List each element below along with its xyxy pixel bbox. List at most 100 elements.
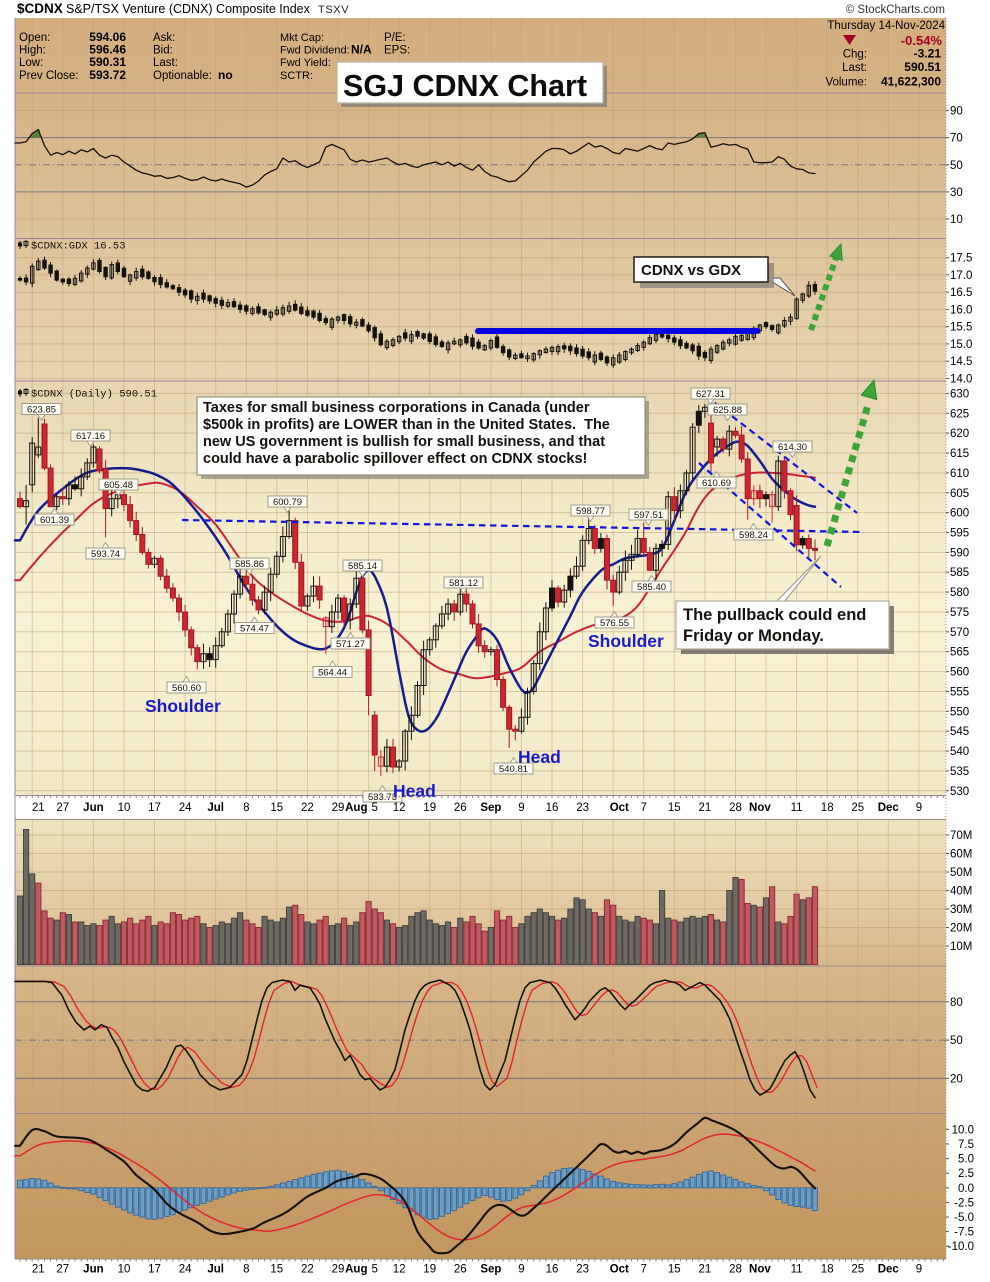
svg-text:570: 570: [950, 627, 969, 639]
svg-text:Jul: Jul: [207, 1264, 224, 1276]
svg-text:28: 28: [729, 802, 742, 814]
svg-text:0.0: 0.0: [958, 1183, 974, 1195]
svg-text:70: 70: [950, 133, 963, 145]
svg-text:627.31: 627.31: [696, 389, 725, 400]
svg-text:5: 5: [371, 802, 377, 814]
svg-text:-10.0: -10.0: [948, 1241, 974, 1253]
svg-text:29: 29: [332, 802, 345, 814]
svg-text:-7.5: -7.5: [954, 1227, 974, 1239]
svg-text:Last:: Last:: [153, 57, 178, 69]
svg-text:SGJ CDNX Chart: SGJ CDNX Chart: [343, 69, 587, 103]
svg-text:Prev Close:: Prev Close:: [19, 70, 78, 82]
svg-text:21: 21: [32, 1264, 45, 1276]
svg-text:625: 625: [950, 408, 969, 420]
svg-text:540.81: 540.81: [499, 764, 528, 775]
svg-text:Dec: Dec: [878, 802, 900, 814]
svg-text:585.86: 585.86: [235, 559, 264, 570]
svg-text:28: 28: [729, 1264, 742, 1276]
svg-text:Ask:: Ask:: [153, 32, 175, 44]
svg-text:545: 545: [950, 726, 969, 738]
svg-text:Nov: Nov: [749, 802, 771, 814]
svg-text:25: 25: [851, 1264, 864, 1276]
svg-text:555: 555: [950, 687, 969, 699]
svg-text:16: 16: [546, 1264, 559, 1276]
svg-text:Dec: Dec: [878, 1264, 900, 1276]
svg-text:11: 11: [791, 802, 803, 814]
svg-text:50: 50: [950, 1035, 963, 1047]
svg-text:593.72: 593.72: [89, 68, 126, 82]
svg-text:Chg:: Chg:: [843, 49, 867, 61]
svg-text:10: 10: [118, 802, 131, 814]
svg-text:15.5: 15.5: [950, 322, 972, 334]
svg-text:Oct: Oct: [610, 1264, 629, 1276]
svg-text:TSXV: TSXV: [318, 4, 349, 16]
svg-text:17.0: 17.0: [950, 270, 972, 282]
svg-text:17: 17: [148, 1264, 161, 1276]
svg-text:Fwd Yield:: Fwd Yield:: [280, 57, 331, 69]
svg-text:598.24: 598.24: [739, 530, 768, 541]
svg-text:50M: 50M: [950, 867, 972, 879]
svg-text:25: 25: [851, 802, 864, 814]
svg-text:26: 26: [454, 1264, 467, 1276]
svg-text:Head: Head: [518, 747, 561, 767]
svg-text:610.69: 610.69: [702, 478, 731, 489]
svg-text:615: 615: [950, 448, 969, 460]
svg-text:-3.21: -3.21: [914, 47, 942, 61]
svg-text:530: 530: [950, 786, 969, 798]
svg-text:Sep: Sep: [480, 802, 501, 814]
svg-text:14.5: 14.5: [950, 356, 972, 368]
svg-text:$500k in profits) are LOWER th: $500k in profits) are LOWER than in the …: [203, 417, 610, 433]
svg-text:617.16: 617.16: [76, 431, 105, 442]
svg-text:571.27: 571.27: [336, 639, 365, 650]
svg-text:90: 90: [950, 105, 963, 117]
svg-text:Thursday 14-Nov-2024: Thursday 14-Nov-2024: [827, 20, 945, 32]
svg-text:600: 600: [950, 508, 969, 520]
svg-text:19: 19: [423, 1264, 436, 1276]
svg-text:605: 605: [950, 488, 969, 500]
svg-text:26: 26: [454, 802, 467, 814]
svg-text:593.74: 593.74: [91, 549, 120, 560]
svg-text:585.14: 585.14: [348, 561, 377, 572]
svg-text:14.0: 14.0: [950, 373, 972, 385]
svg-text:21: 21: [699, 1264, 712, 1276]
svg-text:new US government is bullish f: new US government is bullish for small b…: [203, 434, 605, 450]
svg-text:533.73: 533.73: [368, 792, 397, 803]
svg-text:23: 23: [576, 802, 589, 814]
svg-text:10: 10: [950, 214, 963, 226]
svg-text:600.79: 600.79: [273, 497, 302, 508]
svg-text:Open:: Open:: [19, 32, 50, 44]
svg-text:Aug: Aug: [345, 802, 367, 814]
svg-text:576.55: 576.55: [600, 618, 629, 629]
svg-text:The pullback could end: The pullback could end: [683, 606, 866, 624]
svg-text:© StockCharts.com: © StockCharts.com: [846, 4, 945, 16]
svg-text:15: 15: [668, 1264, 681, 1276]
svg-text:598.77: 598.77: [576, 506, 605, 517]
svg-text:30: 30: [950, 187, 963, 199]
svg-text:9: 9: [518, 802, 524, 814]
svg-text:SCTR:: SCTR:: [280, 70, 313, 82]
svg-text:High:: High:: [19, 45, 46, 57]
svg-text:29: 29: [332, 1264, 345, 1276]
svg-text:EPS:: EPS:: [384, 45, 410, 57]
svg-text:12: 12: [393, 1264, 406, 1276]
svg-text:60M: 60M: [950, 849, 972, 861]
svg-text:$CDNX (Daily) 590.51: $CDNX (Daily) 590.51: [31, 389, 157, 401]
svg-text:70M: 70M: [950, 830, 972, 842]
svg-text:7.5: 7.5: [958, 1139, 974, 1151]
svg-text:11: 11: [791, 1264, 803, 1276]
svg-text:7: 7: [640, 802, 646, 814]
svg-text:Friday or Monday.: Friday or Monday.: [683, 627, 824, 645]
svg-text:-5.0: -5.0: [954, 1212, 974, 1224]
svg-text:21: 21: [699, 802, 712, 814]
svg-text:S&P/TSX Venture (CDNX) Composi: S&P/TSX Venture (CDNX) Composite Index: [66, 2, 311, 16]
svg-text:564.44: 564.44: [318, 668, 347, 679]
svg-text:16.0: 16.0: [950, 304, 972, 316]
svg-text:10: 10: [118, 1264, 131, 1276]
svg-text:41,622,300: 41,622,300: [881, 75, 941, 89]
svg-text:565: 565: [950, 647, 969, 659]
svg-text:625.88: 625.88: [713, 405, 742, 416]
svg-text:N/A: N/A: [351, 43, 372, 57]
svg-text:10M: 10M: [950, 941, 972, 953]
svg-text:15: 15: [270, 802, 283, 814]
svg-text:Low:: Low:: [19, 57, 43, 69]
